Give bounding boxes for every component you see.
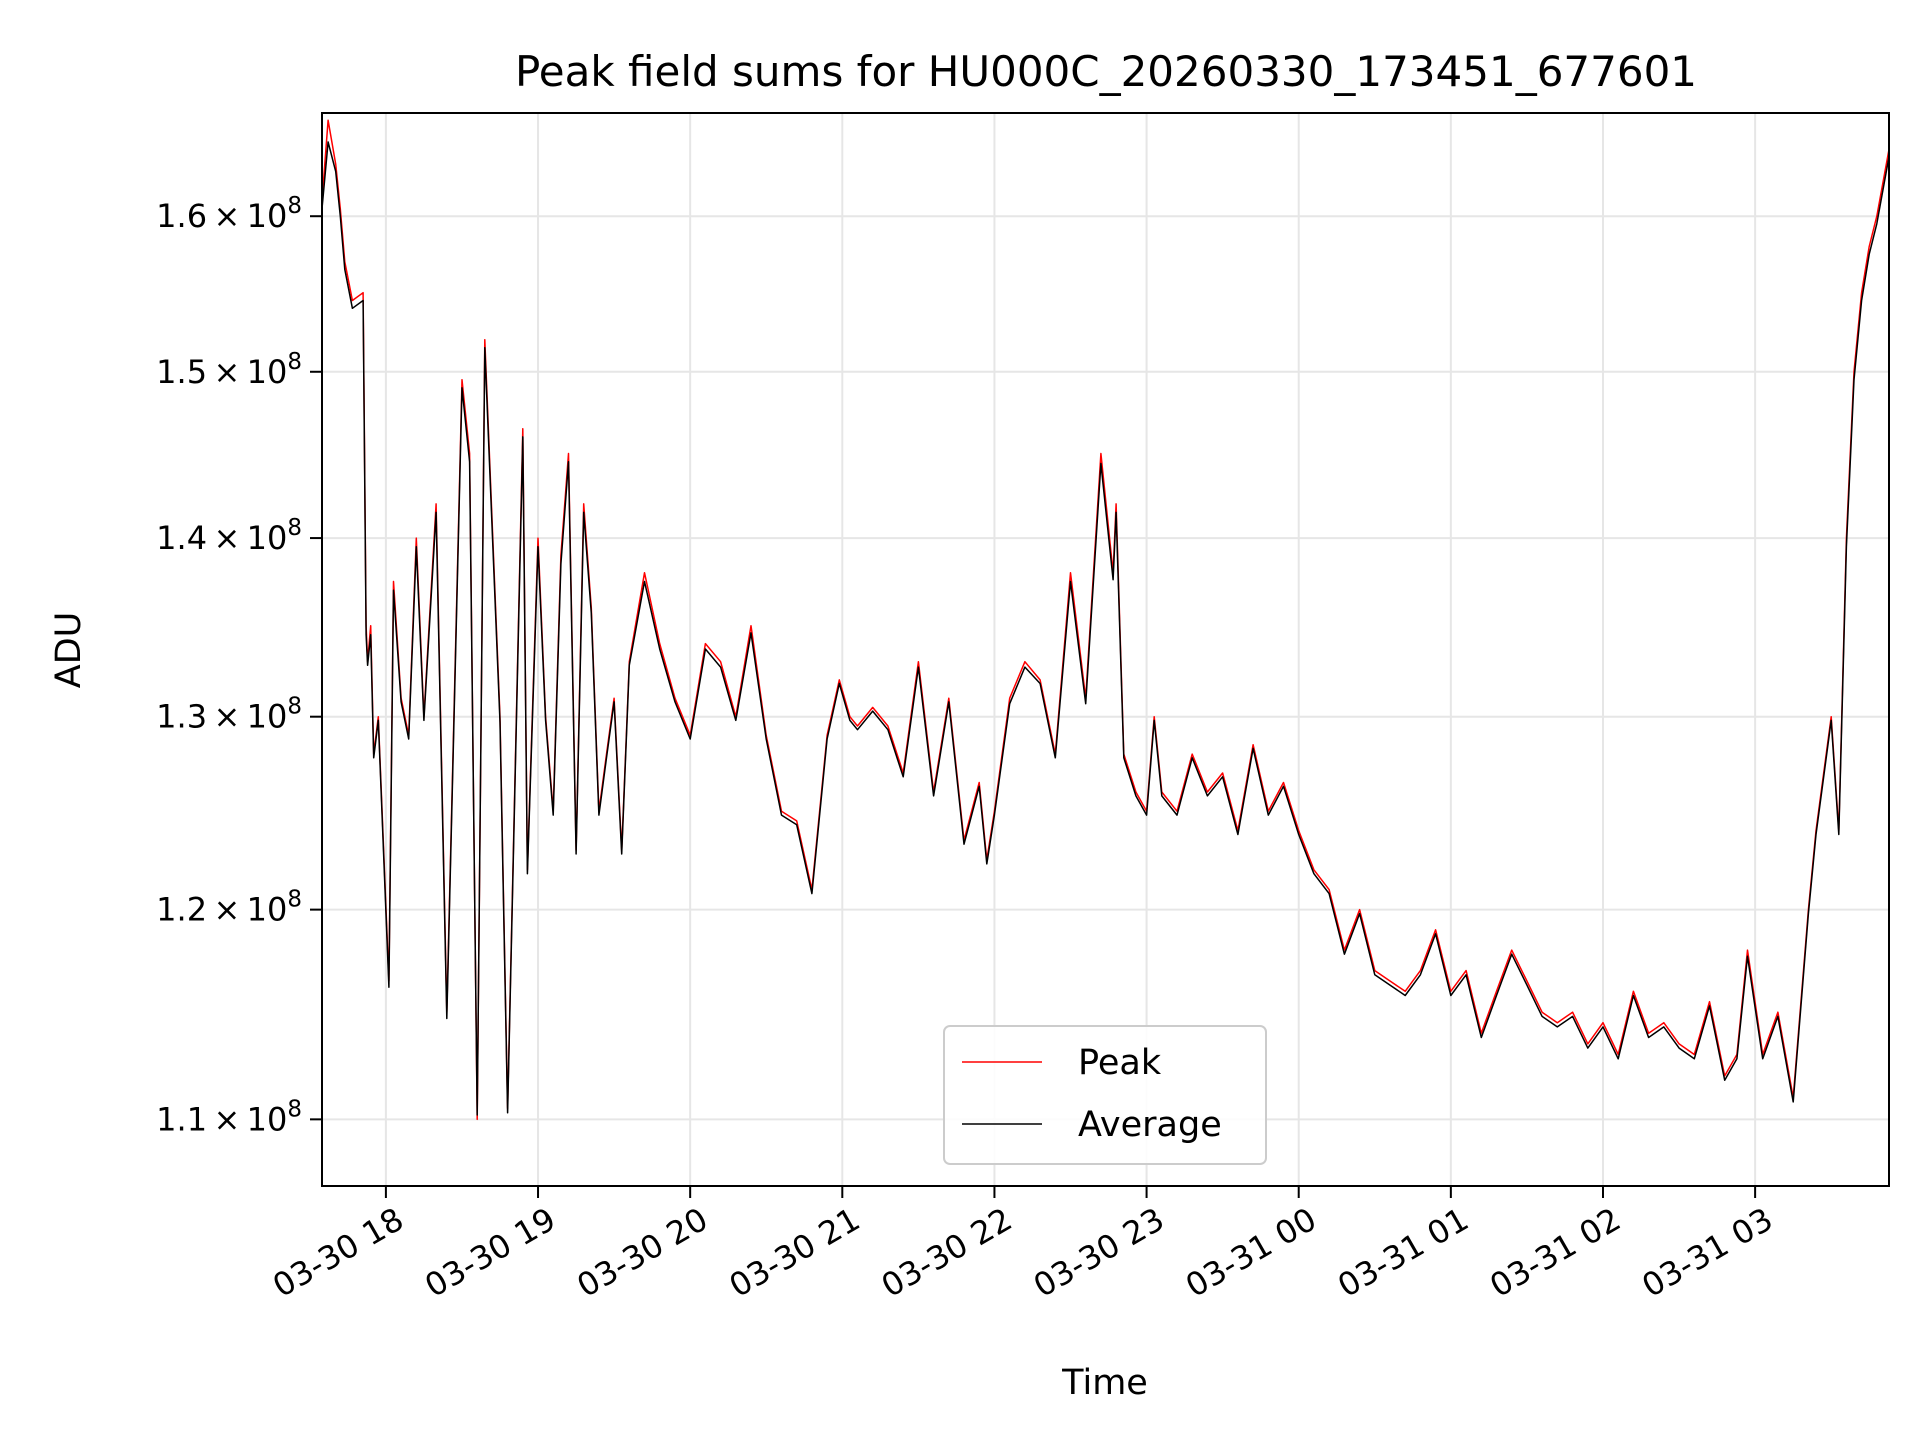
- plot-frame: [321, 112, 1890, 1187]
- legend-label-peak: Peak: [1078, 1043, 1162, 1083]
- y-axis-label: ADU: [49, 612, 89, 689]
- y-axis-ticks: 1.1 × 108 1.2 × 108 1.3 × 108 1.4 × 108 1.5 …: [156, 193, 322, 1138]
- x-axis-label: Time: [1061, 1363, 1148, 1403]
- y-tick-label: 1.4 × 108: [156, 515, 302, 557]
- legend-label-average: Average: [1078, 1105, 1222, 1145]
- legend: Peak Average: [943, 1025, 1267, 1165]
- series-lines: [322, 119, 1889, 1121]
- legend-box: [943, 1025, 1267, 1165]
- y-tick-label: 1.6 × 108: [156, 193, 302, 235]
- y-tick-label: 1.2 × 108: [156, 887, 302, 929]
- series-line-average: [322, 141, 1889, 1116]
- y-tick-label: 1.5 × 108: [156, 349, 302, 391]
- y-tick-label: 1.1 × 108: [156, 1096, 302, 1138]
- chart-title: Peak field sums for HU000C_20260330_1734…: [515, 47, 1697, 96]
- y-tick-label: 1.3 × 108: [156, 694, 302, 736]
